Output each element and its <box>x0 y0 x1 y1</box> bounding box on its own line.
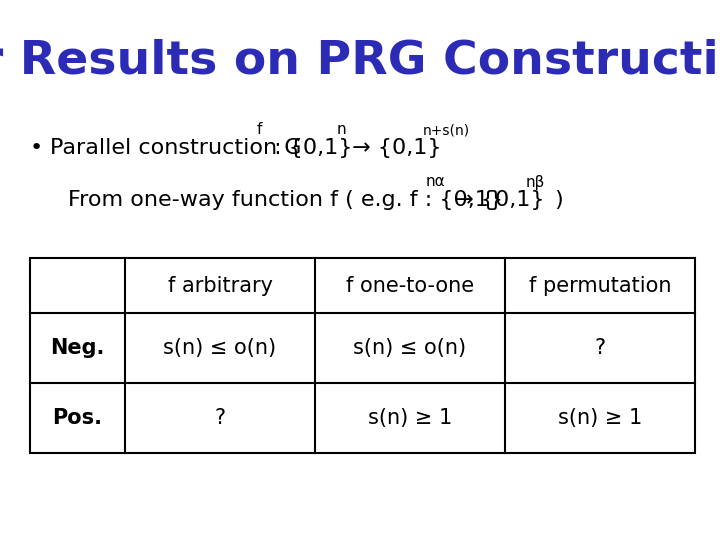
Text: f arbitrary: f arbitrary <box>168 275 272 295</box>
Bar <box>30 258 695 453</box>
Text: f permutation: f permutation <box>528 275 671 295</box>
Text: → {0,1}: → {0,1} <box>448 190 544 210</box>
Text: : {0,1}: : {0,1} <box>267 138 352 158</box>
Text: Pos.: Pos. <box>53 408 102 428</box>
Text: nα: nα <box>426 174 446 190</box>
Text: s(n) ≥ 1: s(n) ≥ 1 <box>558 408 642 428</box>
Text: nβ: nβ <box>526 174 545 190</box>
Text: s(n) ≤ o(n): s(n) ≤ o(n) <box>354 338 467 358</box>
Text: From one-way function f ( e.g. f : {0,1}: From one-way function f ( e.g. f : {0,1} <box>68 190 503 210</box>
Text: s(n) ≥ 1: s(n) ≥ 1 <box>368 408 452 428</box>
Text: Parallel construction G: Parallel construction G <box>50 138 302 158</box>
Text: ?: ? <box>595 338 606 358</box>
Text: ): ) <box>548 190 564 210</box>
Text: f one-to-one: f one-to-one <box>346 275 474 295</box>
Text: f: f <box>257 123 262 138</box>
Text: Our Results on PRG Constructions: Our Results on PRG Constructions <box>0 38 720 83</box>
Text: ?: ? <box>215 408 225 428</box>
Text: → {0,1}: → {0,1} <box>345 138 441 158</box>
Text: •: • <box>30 138 43 158</box>
Text: n+s(n): n+s(n) <box>423 123 470 137</box>
Text: Neg.: Neg. <box>50 338 104 358</box>
Text: s(n) ≤ o(n): s(n) ≤ o(n) <box>163 338 276 358</box>
Text: n: n <box>337 123 346 138</box>
